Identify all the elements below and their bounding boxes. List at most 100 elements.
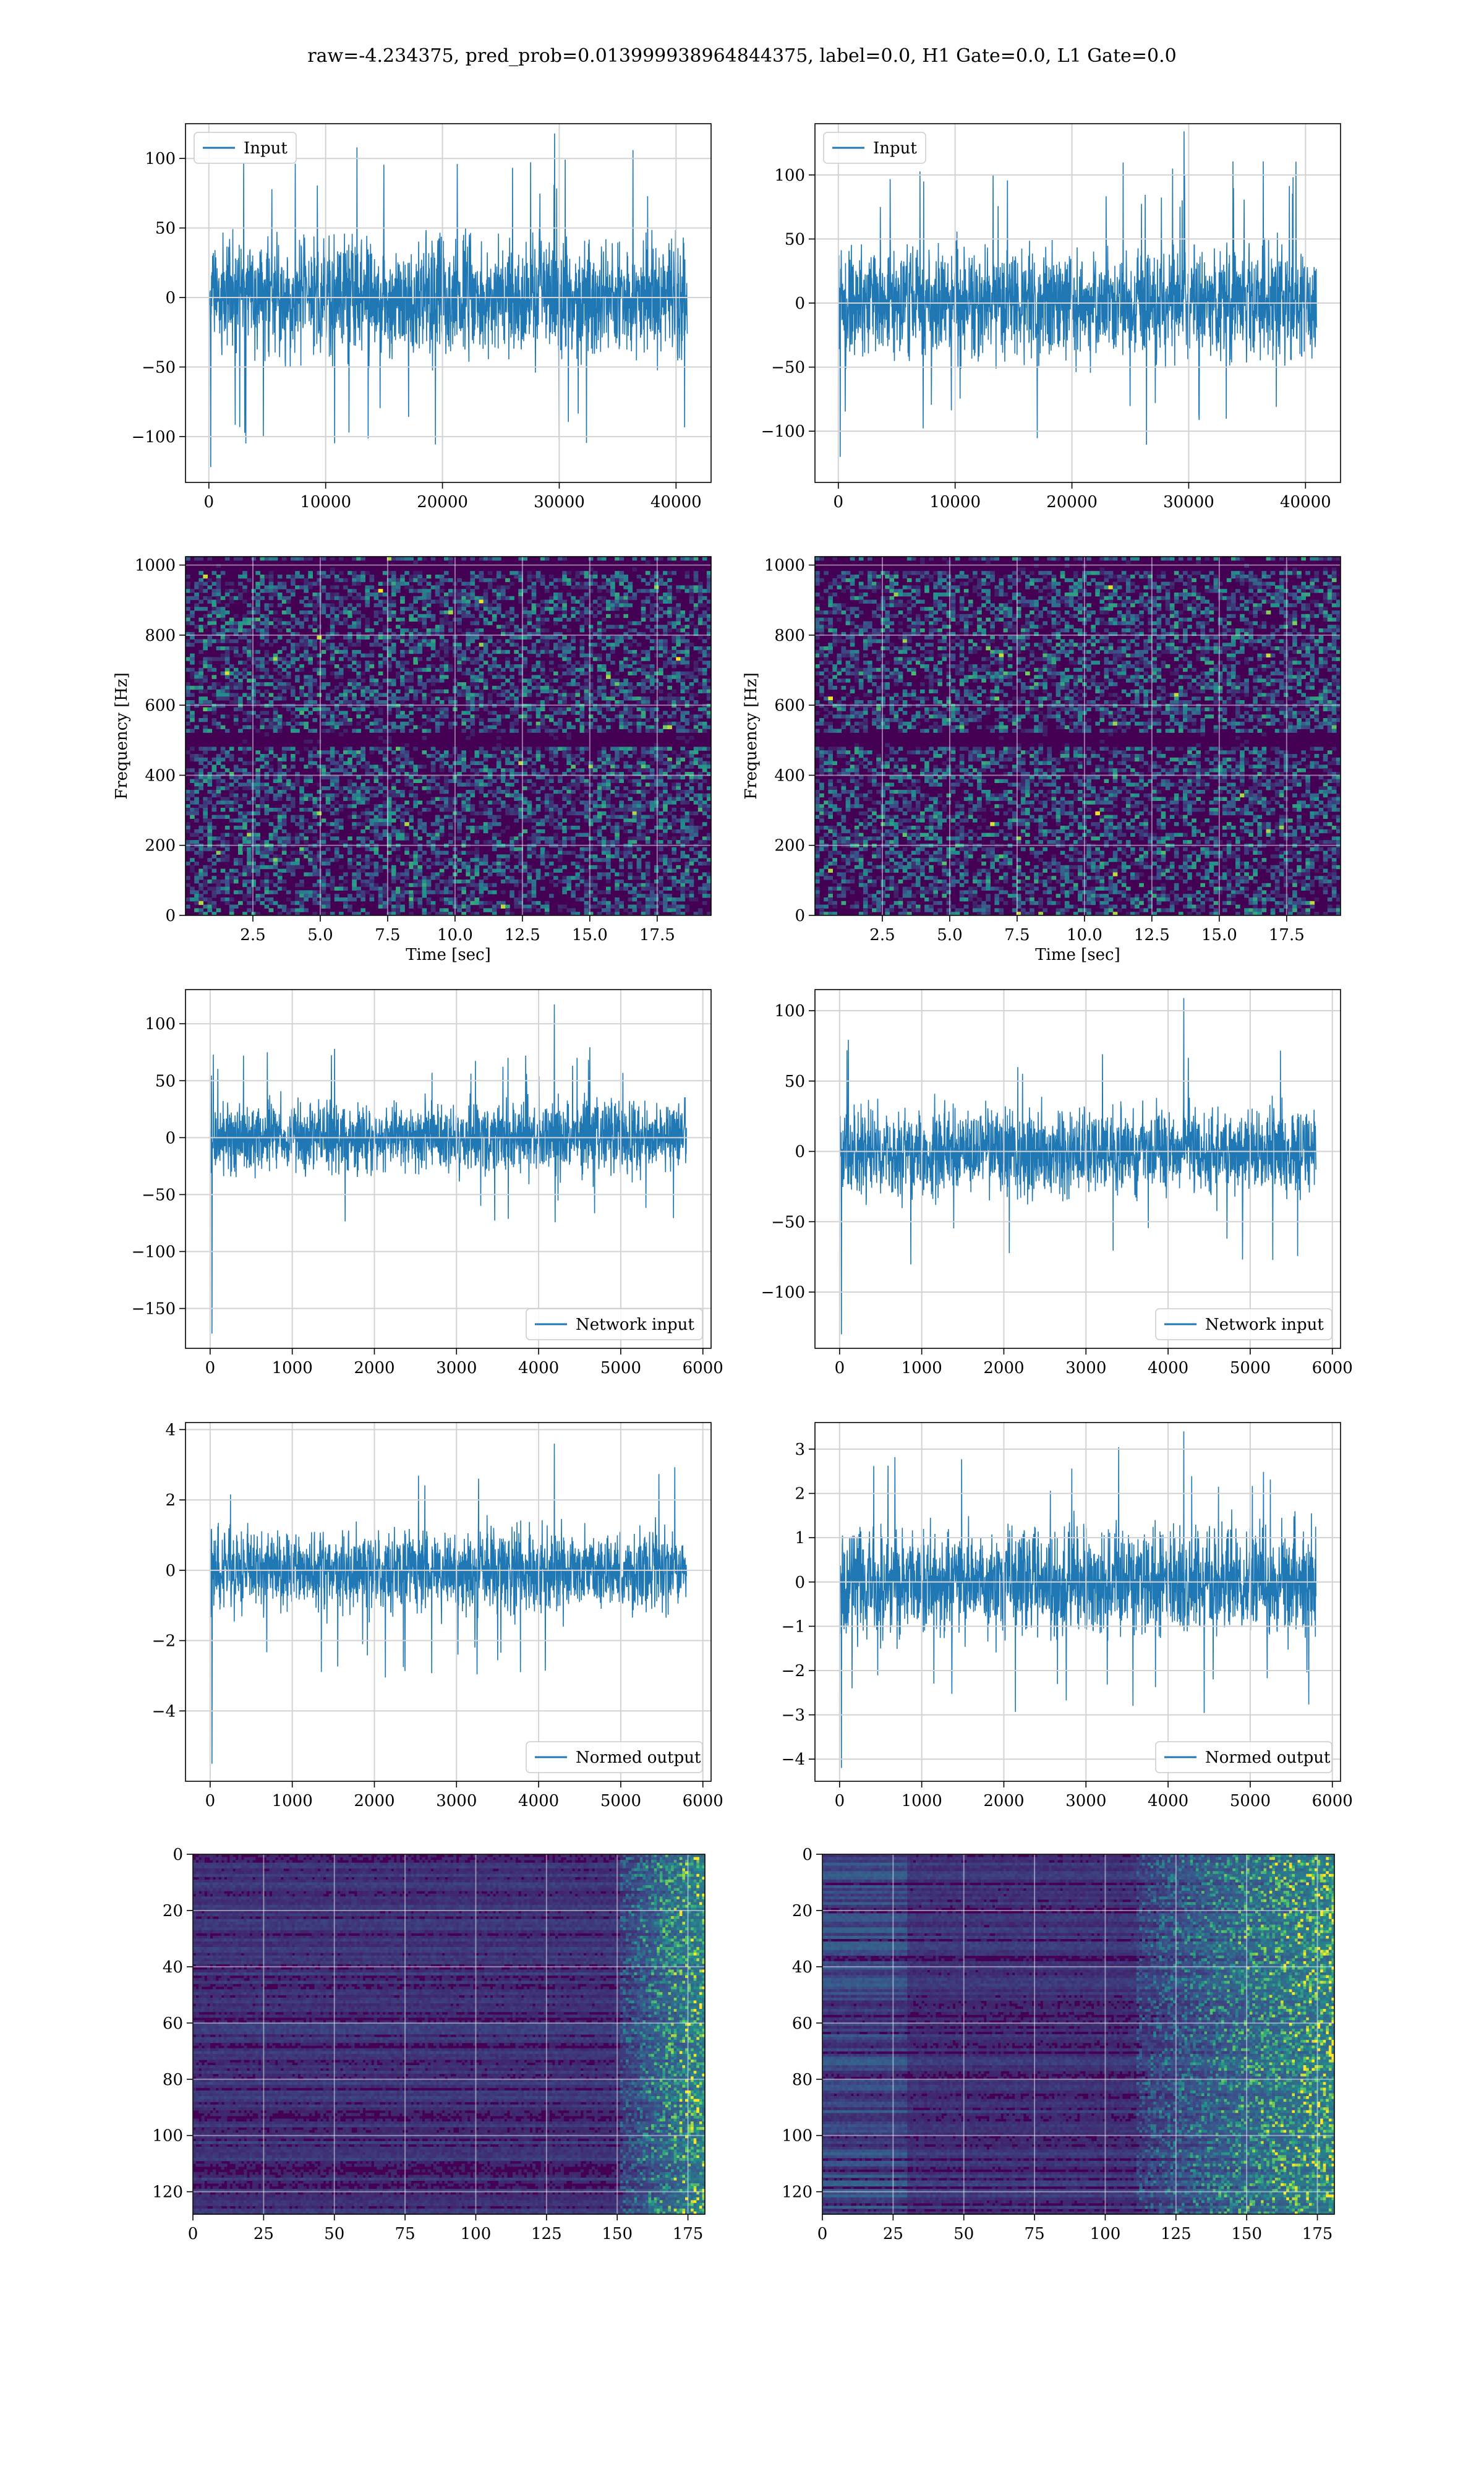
heatmap-cell (317, 840, 322, 844)
heatmap-cell (457, 880, 462, 884)
heatmap-cell (321, 786, 326, 790)
heatmap-cell (281, 862, 287, 866)
heatmap-cell (531, 643, 537, 647)
heatmap-cell (325, 757, 331, 762)
heatmap-cell (312, 628, 318, 633)
heatmap-cell (365, 844, 370, 848)
heatmap-cell (330, 761, 335, 765)
heatmap-cell (510, 635, 514, 640)
heatmap-cell (304, 589, 309, 593)
heatmap-cell (207, 836, 213, 841)
heatmap-cell (291, 797, 296, 801)
heatmap-cell (435, 850, 440, 855)
heatmap-cell (588, 643, 594, 647)
heatmap-cell (198, 578, 203, 583)
heatmap-cell (479, 649, 484, 654)
heatmap-cell (649, 607, 655, 611)
heatmap-cell (224, 661, 230, 665)
heatmap-cell (510, 631, 514, 636)
heatmap-cell (356, 761, 361, 765)
heatmap-cell (343, 714, 348, 719)
heatmap-cell (505, 689, 510, 693)
heatmap-cell (496, 761, 501, 765)
heatmap-cell (216, 589, 221, 593)
heatmap-cell (286, 685, 291, 690)
heatmap-cell (448, 826, 453, 830)
heatmap-cell (592, 768, 598, 773)
heatmap-cell (365, 797, 370, 801)
heatmap-cell (207, 829, 213, 834)
heatmap-cell (439, 829, 445, 834)
heatmap-cell (308, 675, 313, 679)
heatmap-cell (264, 790, 270, 794)
heatmap-cell (566, 571, 571, 575)
heatmap-cell (194, 603, 199, 607)
heatmap-cell (260, 661, 265, 665)
heatmap-cell (522, 614, 528, 618)
heatmap-cell (321, 729, 326, 733)
heatmap-cell (623, 847, 628, 852)
heatmap-cell (531, 729, 537, 733)
heatmap-cell (360, 635, 365, 640)
heatmap-cell (220, 689, 226, 693)
heatmap-cell (466, 782, 471, 787)
heatmap-cell (575, 883, 581, 888)
heatmap-cell (535, 631, 541, 636)
heatmap-cell (566, 797, 571, 801)
heatmap-cell (273, 639, 278, 643)
heatmap-cell (356, 793, 361, 798)
heatmap-cell (474, 754, 480, 758)
heatmap-cell (343, 693, 348, 697)
heatmap-cell (365, 808, 370, 812)
heatmap-cell (194, 818, 199, 823)
heatmap-cell (579, 610, 585, 615)
heatmap-cell (514, 575, 519, 579)
heatmap-cell (356, 675, 361, 679)
heatmap-cell (496, 901, 501, 905)
heatmap-cell (207, 707, 213, 711)
heatmap-cell (439, 757, 445, 762)
heatmap-cell (247, 714, 252, 719)
heatmap-cell (247, 858, 252, 862)
heatmap-cell (628, 872, 633, 876)
heatmap-cell (636, 890, 642, 894)
heatmap-cell (531, 675, 537, 679)
heatmap-cell (619, 685, 624, 690)
heatmap-cell (304, 581, 309, 586)
heatmap-cell (396, 912, 401, 915)
heatmap-cell (295, 897, 300, 902)
heatmap-cell (518, 671, 523, 675)
heatmap-cell (391, 635, 396, 640)
heatmap-cell (247, 786, 252, 790)
heatmap-cell (286, 840, 291, 844)
heatmap-cell (422, 729, 427, 733)
heatmap-cell (247, 894, 252, 898)
heatmap-cell (295, 833, 300, 837)
heatmap-cell (312, 894, 318, 898)
heatmap-cell (487, 822, 493, 826)
heatmap-cell (186, 808, 190, 812)
heatmap-cell (540, 854, 545, 858)
heatmap-cell (566, 800, 571, 805)
heatmap-cell (483, 578, 488, 583)
heatmap-cell (597, 635, 602, 640)
heatmap-cell (430, 747, 436, 751)
heatmap-cell (483, 589, 488, 593)
heatmap-cell (457, 779, 462, 783)
heatmap-cell (312, 865, 318, 870)
heatmap-cell (277, 596, 283, 601)
heatmap-cell (308, 826, 313, 830)
heatmap-cell (623, 689, 628, 693)
heatmap-cell (317, 894, 322, 898)
heatmap-cell (242, 617, 247, 622)
heatmap-cell (571, 912, 576, 915)
heatmap-cell (277, 621, 283, 625)
heatmap-cell (641, 610, 646, 615)
heatmap-cell (251, 700, 256, 704)
heatmap-cell (304, 847, 309, 852)
heatmap-cell (479, 790, 484, 794)
heatmap-cell (281, 585, 287, 589)
heatmap-cell (348, 678, 352, 683)
heatmap-cell (348, 894, 352, 898)
